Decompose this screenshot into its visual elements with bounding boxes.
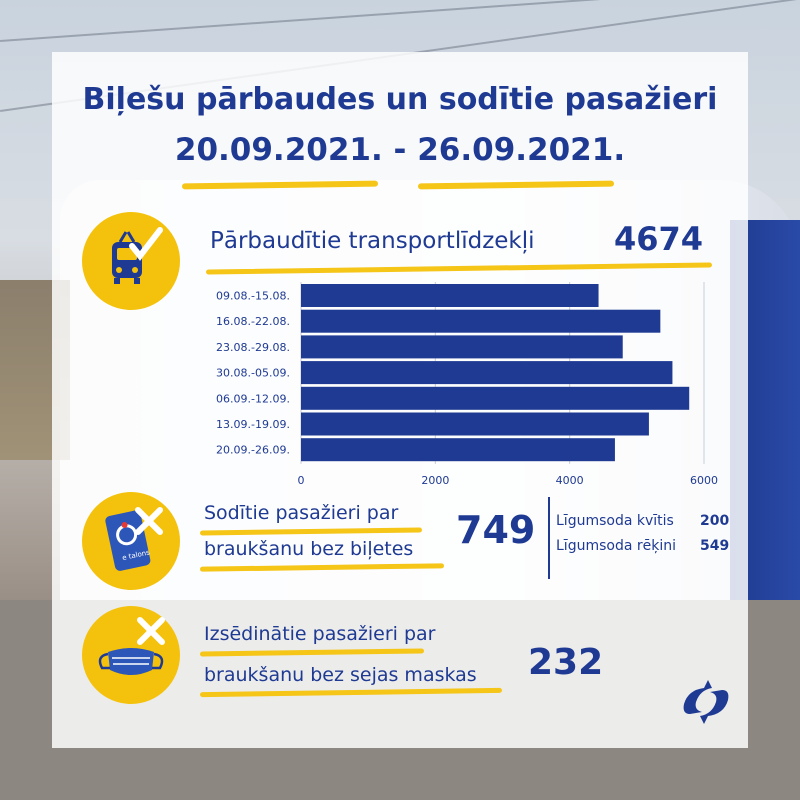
category-label: 30.08.-05.09.	[216, 367, 290, 380]
face-mask-x-icon	[82, 606, 180, 704]
fined-label-line1: Sodītie pasažieri par	[204, 502, 399, 524]
masks-value: 232	[528, 642, 604, 683]
vehicles-chart: 0 2000 4000 6000 09.08.-15.08. 16.08.-22.08. 2…	[216, 282, 718, 487]
overhead-wire	[0, 0, 800, 42]
page-title: Biļešu pārbaudes un sodītie pasažieri	[82, 82, 718, 117]
bar	[301, 438, 615, 462]
x-tick-label: 6000	[690, 474, 718, 487]
category-label: 09.08.-15.08.	[216, 290, 290, 303]
category-label: 23.08.-29.08.	[216, 341, 290, 354]
divider	[548, 497, 550, 579]
category-label: 06.09.-12.09.	[216, 392, 290, 405]
category-label: 16.08.-22.08.	[216, 315, 290, 328]
category-label: 13.09.-19.09.	[216, 418, 290, 431]
company-logo	[683, 680, 729, 724]
x-tick-label: 2000	[421, 474, 449, 487]
period-title: 20.09.2021. - 26.09.2021.	[174, 132, 626, 168]
category-label: 20.09.-26.09.	[216, 444, 290, 457]
fined-label-line2: braukšanu bez biļetes	[204, 538, 414, 560]
x-tick-label: 0	[298, 474, 305, 487]
e-talons-card-x-icon: e talons	[82, 492, 180, 590]
breakdown-label: Līgumsoda kvītis	[556, 513, 674, 529]
bar	[301, 361, 673, 385]
masks-label-line2: braukšanu bez sejas maskas	[204, 664, 477, 686]
bar	[301, 309, 661, 333]
breakdown-label: Līgumsoda rēķini	[556, 538, 676, 554]
bar	[301, 412, 649, 436]
breakdown-value: 200	[700, 513, 730, 529]
fined-value: 749	[456, 508, 536, 552]
masks-label-line1: Izsēdinātie pasažieri par	[204, 623, 436, 645]
vehicles-value: 4674	[614, 220, 704, 258]
vehicles-label: Pārbaudītie transportlīdzekļi	[210, 228, 535, 254]
bar	[301, 284, 599, 307]
bar	[301, 386, 690, 410]
bar	[301, 335, 623, 359]
breakdown-value: 549	[700, 538, 730, 554]
bus-check-icon	[82, 212, 180, 310]
x-tick-label: 4000	[556, 474, 584, 487]
